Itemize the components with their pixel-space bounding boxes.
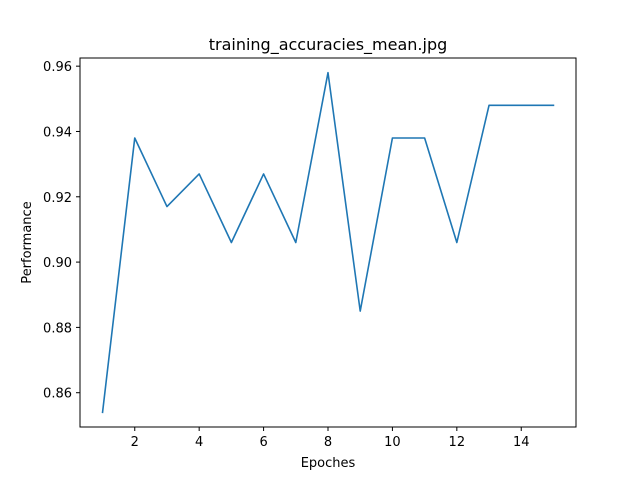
- x-tick-label: 12: [449, 435, 466, 450]
- y-tick-label: 0.94: [43, 125, 72, 140]
- x-axis-ticks: 2 4 6 8 10 12 14: [131, 427, 530, 450]
- x-tick-label: 6: [259, 435, 267, 450]
- plot-frame: [79, 57, 577, 428]
- y-axis-ticks: 0.86 0.88 0.90 0.92 0.94 0.96: [43, 60, 80, 402]
- y-tick-label: 0.86: [43, 387, 72, 402]
- x-tick-label: 8: [324, 435, 332, 450]
- y-axis-label: Performance: [20, 201, 35, 283]
- y-tick-label: 0.88: [43, 321, 72, 336]
- chart-title: training_accuracies_mean.jpg: [209, 35, 448, 55]
- x-tick-label: 4: [195, 435, 203, 450]
- y-tick-label: 0.96: [43, 60, 72, 75]
- x-tick-label: 14: [513, 435, 530, 450]
- x-tick-label: 2: [131, 435, 139, 450]
- series-line: [101, 71, 555, 414]
- series-layer: [101, 71, 555, 414]
- y-tick-label: 0.92: [43, 191, 72, 206]
- x-axis-label: Epoches: [301, 456, 356, 471]
- x-tick-label: 10: [384, 435, 401, 450]
- y-tick-label: 0.90: [43, 256, 72, 271]
